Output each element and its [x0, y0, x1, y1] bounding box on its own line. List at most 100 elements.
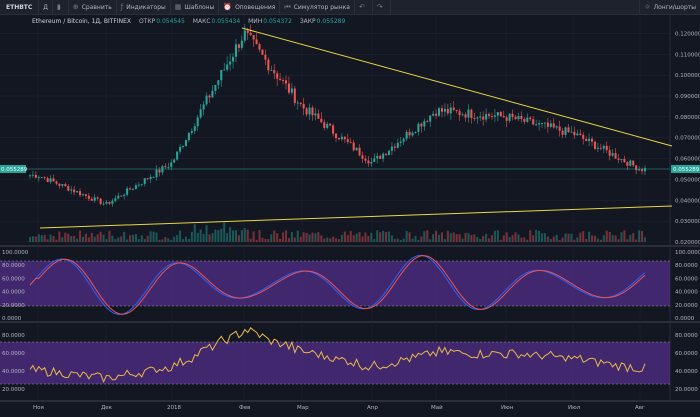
volume-bar [599, 239, 602, 242]
candle-body [446, 108, 449, 114]
symbol-selector[interactable]: ETHBTC [0, 0, 40, 14]
candle-body [117, 195, 120, 199]
time-axis-label: Июл [568, 405, 581, 411]
candle-body [611, 153, 614, 156]
volume-bar [593, 235, 597, 242]
candle-body [617, 158, 620, 160]
candle-body [223, 69, 226, 71]
volume-bar [317, 232, 320, 242]
price-axis-label: 0.100000 [675, 73, 700, 79]
volume-bar [76, 238, 79, 242]
candle-body [570, 131, 573, 133]
redo-button[interactable]: ↷ [373, 0, 391, 14]
volume-bar [255, 239, 258, 242]
indicator-icon: ƒ [120, 3, 124, 11]
volume-bar [626, 239, 629, 242]
volume-bar [217, 230, 220, 242]
volume-bar [417, 239, 420, 242]
time-axis-label: Авг [635, 405, 645, 411]
rsi-axis[interactable]: 80.0000 60.0000 40.0000 20.0000 [675, 333, 698, 393]
volume-bar [635, 239, 638, 242]
volume-bar [329, 238, 332, 242]
candle-body [323, 122, 326, 128]
volume-bar [455, 234, 458, 242]
stoch-axis[interactable]: 100.0000 80.0000 60.0000 40.0000 20.0000 0.00… [675, 250, 700, 322]
candle-body [505, 117, 508, 121]
volume-bar [67, 233, 70, 242]
lightbulb-icon: ☼ [644, 3, 651, 11]
candle-body [558, 126, 561, 131]
volume-bar [123, 231, 126, 242]
candle-body [90, 198, 93, 201]
interval-selector[interactable]: Д [39, 0, 53, 14]
time-axis-label: Май [431, 404, 443, 411]
ideas-button[interactable]: ☼ Лонги/шорты [639, 0, 700, 14]
volume-bar [211, 233, 214, 242]
replay-button[interactable]: ⏮ Симулятор рынка [280, 0, 355, 14]
volume-bar [229, 227, 232, 242]
volume-bar [170, 239, 173, 242]
volume-bar [352, 235, 355, 242]
candle-body [184, 140, 187, 147]
volume-bar [373, 239, 376, 242]
candle-body [70, 189, 73, 191]
chart-area[interactable]: 0.120000 0.110000 0.100000 0.090000 0.080000… [0, 15, 700, 413]
volume-bar [126, 239, 129, 242]
candle-body [167, 166, 170, 168]
volume-bar [470, 234, 473, 242]
compare-button[interactable]: ⊕ Сравнить [69, 0, 117, 14]
candle-body [638, 169, 641, 171]
candle-body [452, 107, 455, 110]
price-axis[interactable]: 0.120000 0.110000 0.100000 0.090000 0.080000… [675, 31, 700, 246]
volume-bar [149, 231, 152, 242]
stoch-d-line [29, 255, 646, 315]
volume-bar [181, 239, 185, 242]
volume-bar [423, 231, 426, 242]
volume-bar [293, 237, 296, 242]
rsi-band [0, 342, 670, 384]
volume-bar [34, 236, 37, 242]
candle-body [337, 138, 340, 140]
volume-bar [426, 230, 429, 242]
candle-body [382, 153, 385, 159]
candle-body [564, 127, 567, 135]
chart-legend[interactable]: Ethereum / Bitcoin, 1Д, BITFINEX ОТКР0.0… [32, 18, 345, 25]
templates-button[interactable]: ▦ Шаблоны [171, 0, 220, 14]
indicators-button[interactable]: ƒ Индикаторы [117, 0, 171, 14]
candle-body [532, 119, 535, 125]
volume-bar [223, 222, 226, 242]
volume-bar [476, 237, 479, 242]
candle-body [158, 169, 161, 173]
volume-bar [437, 234, 441, 242]
volume-bar [176, 235, 179, 242]
candle-body [608, 150, 611, 156]
candle-body [320, 118, 323, 123]
candle-body [28, 175, 32, 177]
volume-bar [111, 235, 114, 242]
candle-body [426, 121, 429, 122]
descending-trendline[interactable] [241, 27, 673, 147]
candle-body [355, 147, 358, 151]
undo-button[interactable]: ↶ [355, 0, 373, 14]
price-axis-label: 0.080000 [675, 115, 700, 121]
volume-bar [602, 235, 605, 242]
candle-body [455, 109, 458, 112]
volume-bar [482, 235, 485, 242]
volume-bar [364, 232, 367, 242]
candle-body [279, 78, 282, 81]
candle-body [411, 132, 414, 136]
volume-bar [64, 232, 67, 242]
bar-style-button[interactable]: ▮ [53, 0, 69, 14]
stoch-axis-label-left: 20.0000 [2, 303, 25, 309]
alerts-button[interactable]: ⏰ Оповещения [219, 0, 281, 14]
time-axis[interactable]: Ноя Дек 2018 Фев Мар Апр Май Июн Июл Авг [33, 404, 645, 411]
volume-bar [582, 231, 585, 242]
volume-bar [532, 235, 535, 242]
volume-bar [314, 233, 317, 242]
candle-body [273, 70, 276, 74]
vertical-grid [37, 15, 641, 401]
ascending-trendline[interactable] [39, 205, 673, 229]
time-axis-label: Апр [367, 405, 378, 411]
volume-bar [31, 236, 34, 242]
volume-bar [543, 233, 546, 242]
